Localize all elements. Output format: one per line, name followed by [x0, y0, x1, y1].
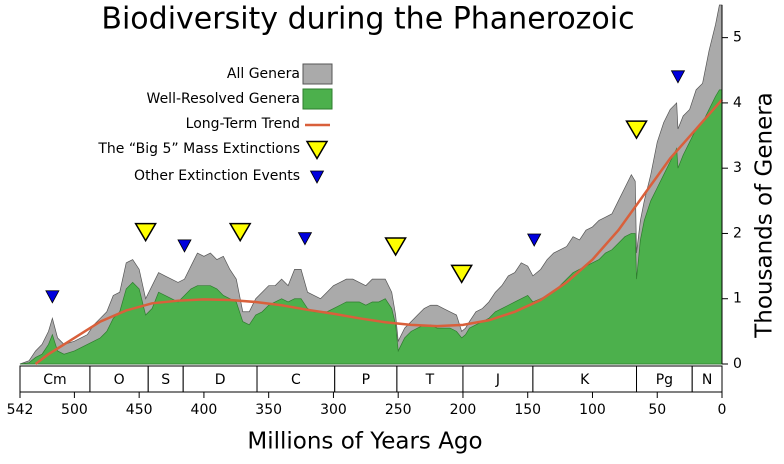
- period-label: J: [495, 372, 500, 388]
- x-axis-title: Millions of Years Ago: [247, 429, 482, 455]
- extinction-marker: [670, 70, 686, 84]
- area: [19, 89, 723, 365]
- x-tick-label: 200: [450, 402, 477, 418]
- period-box: [334, 365, 398, 393]
- legend-label: The “Big 5” Mass Extinctions: [97, 141, 300, 157]
- period-label: C: [291, 372, 301, 388]
- area: [19, 4, 723, 365]
- extinction-marker: [450, 264, 473, 284]
- y-tick-label: 2: [733, 225, 742, 241]
- period-label: Pg: [656, 372, 673, 388]
- y-tick-label: 5: [733, 30, 742, 46]
- x-tick-label: 0: [718, 402, 727, 418]
- extinction-marker: [297, 232, 313, 246]
- period-box: [396, 365, 464, 393]
- x-tick-label: 150: [514, 402, 541, 418]
- period-label: D: [215, 372, 226, 388]
- legend-swatch: [309, 170, 325, 184]
- extinction-marker: [228, 222, 252, 243]
- chart-title: Biodiversity during the Phanerozoic: [101, 2, 634, 37]
- x-tick-label: 50: [648, 402, 666, 418]
- extinction-marker: [177, 239, 192, 253]
- period-label: N: [702, 372, 712, 388]
- period-box: [182, 365, 258, 393]
- legend-swatch: [302, 63, 333, 85]
- period-label: P: [362, 372, 370, 388]
- period-label: O: [114, 372, 125, 388]
- period-box: [256, 365, 336, 393]
- period-label: K: [580, 372, 590, 388]
- x-tick-label: 542: [7, 402, 34, 418]
- period-box: [89, 365, 149, 393]
- y-tick-label: 1: [733, 291, 742, 307]
- period-label: Cm: [43, 372, 66, 388]
- legend-label: Other Extinction Events: [134, 168, 300, 184]
- legend-swatch: [305, 140, 329, 160]
- y-tick-label: 3: [733, 160, 742, 176]
- trend-line: [34, 98, 723, 365]
- extinction-marker: [527, 233, 542, 247]
- period-box: [19, 365, 91, 393]
- period-label: T: [425, 372, 435, 388]
- period-label: S: [161, 372, 170, 388]
- y-tick-label: 0: [733, 356, 742, 372]
- y-axis-title: Thousands of Genera: [752, 92, 778, 339]
- x-tick-label: 100: [579, 402, 606, 418]
- legend-label: All Genera: [227, 66, 300, 82]
- legend-swatch: [302, 88, 333, 110]
- y-tick-label: 4: [733, 95, 742, 111]
- extinction-marker: [45, 290, 60, 304]
- extinction-marker: [134, 222, 157, 243]
- extinction-marker: [625, 120, 648, 140]
- extinction-marker: [384, 237, 407, 257]
- x-tick-label: 250: [385, 402, 412, 418]
- period-box: [532, 365, 638, 393]
- period-box: [691, 365, 723, 393]
- x-tick-label: 350: [255, 402, 282, 418]
- x-tick-label: 300: [320, 402, 347, 418]
- x-tick-label: 400: [191, 402, 218, 418]
- legend-label: Long-Term Trend: [186, 116, 300, 132]
- legend-label: Well-Resolved Genera: [147, 91, 300, 107]
- x-tick-label: 450: [126, 402, 153, 418]
- x-tick-label: 500: [61, 402, 88, 418]
